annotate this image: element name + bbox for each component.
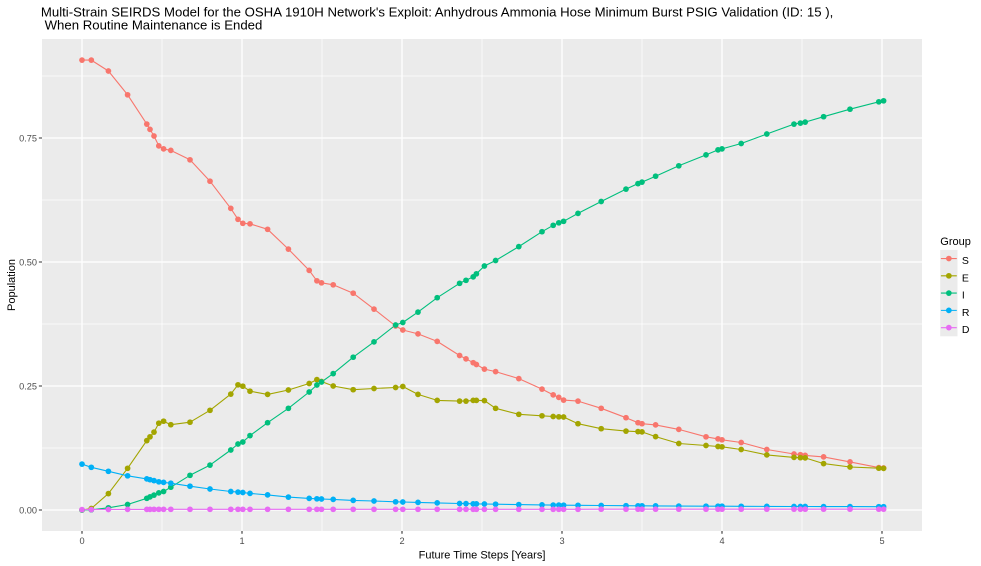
svg-text:Future Time Steps [Years]: Future Time Steps [Years] (419, 550, 546, 562)
svg-text:0.50: 0.50 (19, 257, 37, 267)
svg-text:1: 1 (239, 536, 244, 546)
svg-text:2: 2 (399, 536, 404, 546)
svg-text:E: E (962, 272, 969, 284)
svg-text:D: D (962, 324, 970, 336)
svg-text:When Routine Maintenance is En: When Routine Maintenance is Ended (45, 18, 263, 33)
svg-text:5: 5 (879, 536, 884, 546)
svg-text:S: S (962, 255, 969, 267)
svg-text:0: 0 (79, 536, 84, 546)
svg-text:I: I (962, 290, 965, 302)
svg-text:4: 4 (719, 536, 724, 546)
svg-text:Group: Group (940, 236, 971, 248)
svg-text:3: 3 (559, 536, 564, 546)
svg-text:0.75: 0.75 (19, 133, 37, 143)
svg-text:Population: Population (6, 259, 18, 311)
svg-text:Multi-Strain SEIRDS Model for: Multi-Strain SEIRDS Model for the OSHA 1… (41, 4, 833, 19)
svg-text:0.25: 0.25 (19, 381, 37, 391)
svg-text:0.00: 0.00 (19, 505, 37, 515)
svg-text:R: R (962, 307, 970, 319)
